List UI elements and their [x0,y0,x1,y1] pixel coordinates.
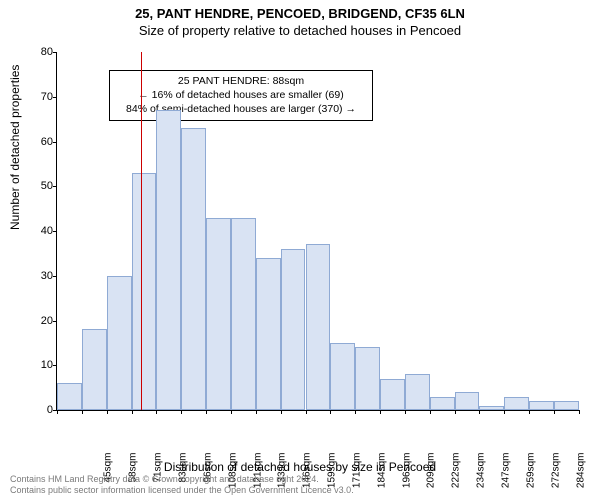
x-tick-mark [455,410,456,414]
y-tick-mark [53,186,57,187]
info-box-line3: 84% of semi-detached houses are larger (… [116,102,366,116]
x-tick-mark [206,410,207,414]
x-tick-mark [231,410,232,414]
y-tick-label: 70 [27,91,53,103]
x-tick-mark [579,410,580,414]
footer-line2: Contains public sector information licen… [10,485,354,496]
y-tick-label: 10 [27,359,53,371]
plot-area: 25 PANT HENDRE: 88sqm ← 16% of detached … [56,52,579,411]
histogram-bar [156,110,181,410]
y-tick-label: 80 [27,46,53,58]
y-tick-mark [53,142,57,143]
histogram-bar [57,383,82,410]
histogram-bar [479,406,504,410]
histogram-bar [529,401,554,410]
histogram-bar [132,173,157,410]
y-tick-label: 50 [27,180,53,192]
y-tick-mark [53,276,57,277]
x-tick-mark [281,410,282,414]
x-tick-mark [306,410,307,414]
footer-line1: Contains HM Land Registry data © Crown c… [10,474,354,485]
chart-container: 25, PANT HENDRE, PENCOED, BRIDGEND, CF35… [0,0,600,500]
x-tick-mark [529,410,530,414]
footer-attribution: Contains HM Land Registry data © Crown c… [10,474,354,496]
histogram-bar [504,397,529,410]
info-box: 25 PANT HENDRE: 88sqm ← 16% of detached … [109,70,373,121]
x-tick-mark [380,410,381,414]
info-box-line2: ← 16% of detached houses are smaller (69… [116,88,366,102]
y-tick-mark [53,97,57,98]
info-box-line1: 25 PANT HENDRE: 88sqm [116,74,366,88]
y-tick-mark [53,52,57,53]
x-tick-mark [355,410,356,414]
x-tick-mark [156,410,157,414]
x-tick-mark [256,410,257,414]
x-axis-label: Distribution of detached houses by size … [0,460,600,474]
reference-line [141,52,142,410]
y-tick-label: 40 [27,225,53,237]
y-axis-label: Number of detached properties [8,65,22,230]
histogram-bar [355,347,380,410]
x-tick-mark [132,410,133,414]
histogram-bar [181,128,206,410]
histogram-bar [107,276,132,410]
x-tick-mark [554,410,555,414]
x-tick-mark [107,410,108,414]
x-tick-mark [57,410,58,414]
histogram-bar [306,244,331,410]
x-tick-mark [504,410,505,414]
y-tick-label: 0 [27,404,53,416]
histogram-bar [455,392,480,410]
chart-title-line1: 25, PANT HENDRE, PENCOED, BRIDGEND, CF35… [0,6,600,21]
x-tick-mark [430,410,431,414]
y-tick-label: 60 [27,136,53,148]
y-tick-mark [53,231,57,232]
y-tick-label: 30 [27,270,53,282]
histogram-bar [405,374,430,410]
x-tick-mark [330,410,331,414]
histogram-bar [206,218,231,410]
x-tick-mark [405,410,406,414]
histogram-bar [82,329,107,410]
x-tick-mark [479,410,480,414]
x-tick-mark [181,410,182,414]
chart-title-line2: Size of property relative to detached ho… [0,23,600,38]
histogram-bar [430,397,455,410]
y-tick-mark [53,365,57,366]
histogram-bar [256,258,281,410]
histogram-bar [554,401,579,410]
x-tick-mark [82,410,83,414]
y-tick-mark [53,321,57,322]
title-block: 25, PANT HENDRE, PENCOED, BRIDGEND, CF35… [0,0,600,38]
histogram-bar [231,218,256,410]
histogram-bar [281,249,306,410]
histogram-bar [330,343,355,410]
y-tick-label: 20 [27,315,53,327]
histogram-bar [380,379,405,410]
